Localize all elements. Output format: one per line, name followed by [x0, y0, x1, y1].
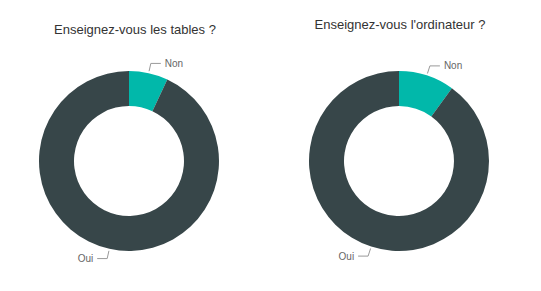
- chart-title: Enseignez-vous l'ordinateur ?: [315, 17, 486, 32]
- leader-line: [358, 248, 370, 256]
- category-label: Oui: [339, 251, 355, 262]
- slice: [309, 71, 489, 251]
- donut-chart: Enseignez-vous l'ordinateur ? Non Oui: [309, 17, 489, 262]
- charts: Enseignez-vous les tables ?NonOuiEnseign…: [0, 0, 541, 291]
- category-label: Oui: [78, 253, 94, 264]
- slice: [39, 71, 219, 251]
- leader-line: [97, 251, 109, 259]
- leader-line: [149, 63, 161, 71]
- plot: [309, 71, 489, 251]
- leader-line: [427, 66, 439, 74]
- category-label: Non: [444, 60, 462, 71]
- chart-title: Enseignez-vous les tables ?: [54, 22, 216, 37]
- plot: [39, 71, 219, 251]
- donut-chart: Enseignez-vous les tables ? Non Oui: [39, 22, 219, 264]
- labels: Non Oui: [78, 58, 184, 264]
- category-label: Non: [165, 58, 183, 69]
- labels: Non Oui: [339, 60, 463, 261]
